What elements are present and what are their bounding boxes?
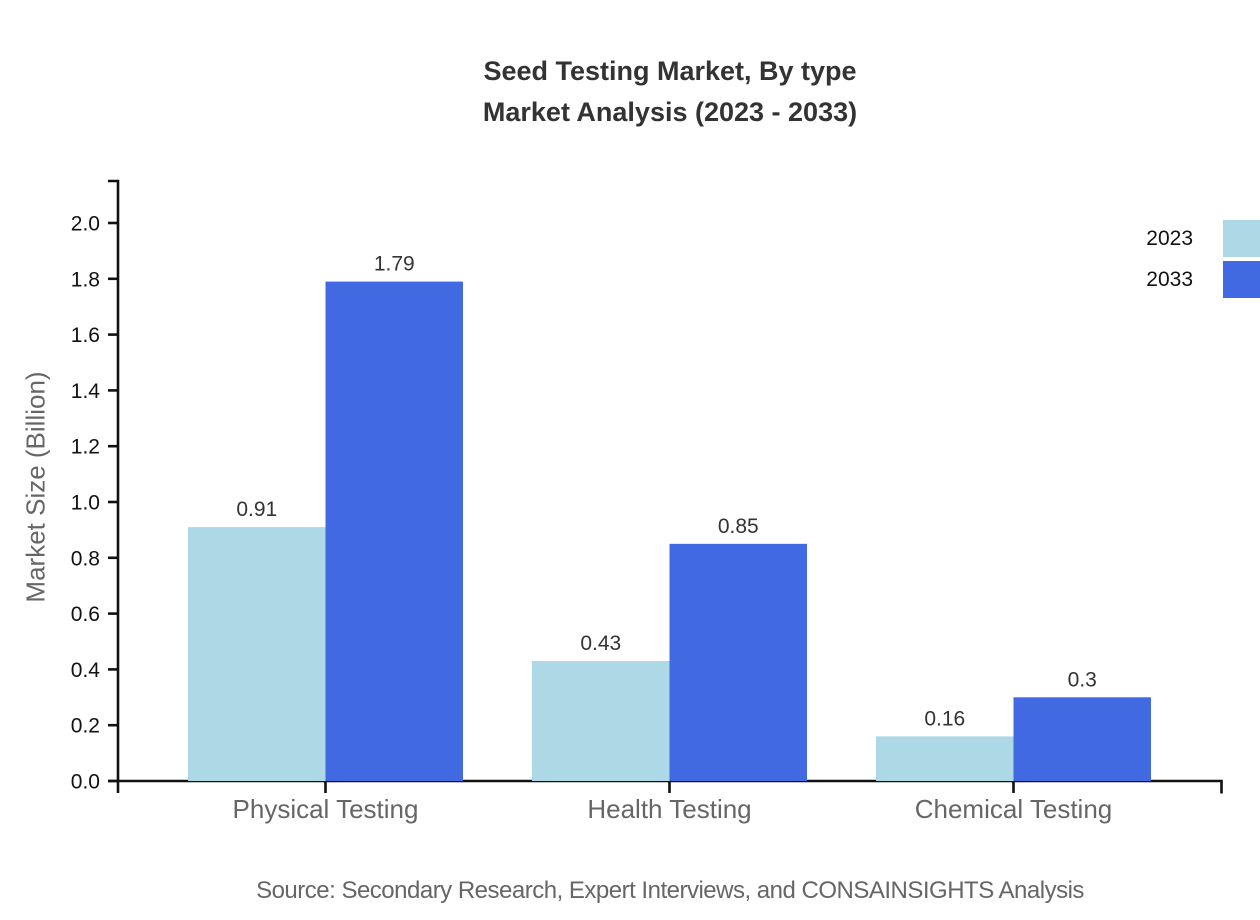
y-tick-label: 2.0 [71,213,100,236]
bar-2033-health-testing [669,543,807,781]
y-tick-label: 0.4 [71,659,101,682]
y-tick-label: 1.8 [71,268,100,291]
source-note: Source: Secondary Research, Expert Inter… [256,877,1084,904]
chart-title-line1: Seed Testing Market, By type [483,56,857,86]
bar-2033-physical-testing [325,281,463,781]
y-tick-label: 0.6 [71,603,100,626]
legend-item-2023: 2023 [1146,220,1260,257]
bar-2023-physical-testing [188,527,326,781]
bar-2023-health-testing [532,661,670,781]
y-tick-label: 0.8 [71,547,100,570]
bar-value-label-2033-chemical-testing: 0.3 [1068,668,1097,691]
x-category-label-chemical-testing: Chemical Testing [915,794,1113,824]
legend-label-2023: 2023 [1146,226,1193,250]
bar-value-label-2023-chemical-testing: 0.16 [924,707,965,730]
legend-swatch-2033 [1223,261,1260,298]
x-category-label-health-testing: Health Testing [587,794,751,824]
y-tick-label: 1.6 [71,324,100,347]
legend-item-2033: 2033 [1146,261,1260,298]
chart-title-line2: Market Analysis (2023 - 2033) [482,97,858,127]
bar-value-label-2023-health-testing: 0.43 [580,632,621,655]
legend-label-2033: 2033 [1146,267,1193,291]
legend-swatch-2023 [1223,220,1260,257]
x-category-label-physical-testing: Physical Testing [233,794,419,824]
legend: 2023 2033 [1146,220,1260,302]
chart-title: Seed Testing Market, By type Market Anal… [80,51,1260,133]
y-tick-label: 1.4 [71,380,101,403]
bar-value-label-2023-physical-testing: 0.91 [236,498,277,521]
y-tick-label: 1.0 [71,492,100,515]
y-axis [108,179,120,793]
bar-value-label-2033-health-testing: 0.85 [718,515,759,538]
y-tick-label: 0.2 [71,715,100,738]
x-axis [108,779,1223,794]
bar-value-label-2033-physical-testing: 1.79 [374,253,415,276]
y-tick-label: 0.0 [71,771,100,794]
bar-2033-chemical-testing [1013,697,1151,781]
y-tick-label: 1.2 [71,436,100,459]
bar-2023-chemical-testing [876,736,1014,781]
